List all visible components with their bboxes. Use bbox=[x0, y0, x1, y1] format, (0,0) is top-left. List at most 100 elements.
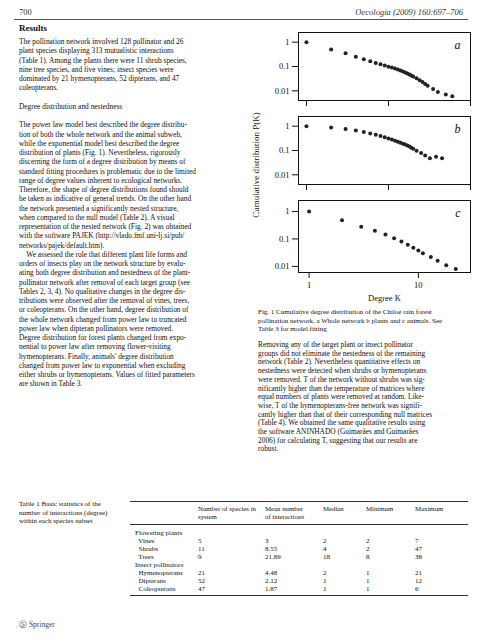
html-text:orders of insects play on the: orders of insects play on the network st… bbox=[19, 259, 186, 268]
html-text:the whole network changed from: the whole network changed from power law… bbox=[19, 314, 187, 324]
html-text:nificantly higher than the tem: nificantly higher than the temperature o… bbox=[258, 383, 425, 393]
html-text:wise, T of the hymenopterans-f: wise, T of the hymenopterans-free networ… bbox=[258, 400, 422, 410]
html-text:21: 21 bbox=[415, 569, 422, 577]
html-text:(Table 1). Among the plants th: (Table 1). Among the plants there were 1… bbox=[19, 55, 187, 65]
html-text:Trees: Trees bbox=[135, 553, 154, 561]
html-text:(Table 4). We obtained the sam: (Table 4). We obtained the same qualitat… bbox=[258, 418, 426, 428]
html-text:38: 38 bbox=[415, 553, 422, 561]
html-text:The pollination network involv: The pollination network involved 128 pol… bbox=[19, 37, 184, 46]
html-text:Degree distribution for forest: Degree distribution for forest plants ch… bbox=[19, 333, 187, 342]
html-text:discerning the form of a degre: discerning the form of a degree distribu… bbox=[19, 157, 186, 167]
html-text:Vines: Vines bbox=[135, 537, 155, 545]
html-text:Removing any of the target pla: Removing any of the target plant or inse… bbox=[258, 340, 413, 349]
html-text:hymenopterans. Finally, animal: hymenopterans. Finally, animals' degree … bbox=[19, 351, 174, 361]
html-text:Maximum: Maximum bbox=[415, 505, 444, 512]
html-text:Degree distribution and nested: Degree distribution and nestedness bbox=[19, 101, 123, 111]
html-text:cantly higher than that of the: cantly higher than that of their corresp… bbox=[258, 409, 432, 419]
html-text:Results: Results bbox=[19, 23, 47, 33]
html-text:standard fitting procedures is: standard fitting procedures is problemat… bbox=[19, 166, 196, 176]
html-text:We assessed the role that diff: We assessed the role that different plan… bbox=[19, 249, 187, 259]
svg-text:Degree K: Degree K bbox=[368, 293, 402, 303]
html-text:Therefore, the shape of degree: Therefore, the shape of degree distribut… bbox=[19, 185, 189, 194]
html-text:representation of the nested n: representation of the nested network (Fi… bbox=[19, 222, 192, 231]
svg-text:1: 1 bbox=[285, 37, 289, 47]
html-text:18: 18 bbox=[323, 553, 330, 561]
html-text:Mean number of interactions: Mean number of interactions bbox=[265, 505, 305, 520]
html-text:Table 1 Basic statistics of th: Table 1 Basic statistics of the number o… bbox=[19, 500, 108, 525]
html-text:while the exponential model be: while the exponential model best describ… bbox=[19, 138, 180, 148]
html-text:either shrubs or hymenopterans: either shrubs or hymenopterans. Values o… bbox=[19, 370, 195, 379]
html-text:with the software PAJEK (http:: with the software PAJEK (http://vlado.fm… bbox=[19, 231, 185, 241]
html-text:coleopterans.: coleopterans. bbox=[19, 83, 59, 93]
html-text:the software ANINHADO (Guimarã: the software ANINHADO (Guimarães and Gui… bbox=[258, 427, 419, 436]
html-text:Hymenopterans: Hymenopterans bbox=[135, 569, 183, 577]
svg-text:10: 10 bbox=[414, 280, 423, 290]
html-text:changed from power law to expo: changed from power law to exponential wh… bbox=[19, 360, 186, 370]
html-text:power law when dipteran pollin: power law when dipteran pollinators were… bbox=[19, 323, 174, 333]
html-text:nine tree species, and five vi: nine tree species, and five vines; insec… bbox=[19, 64, 174, 74]
html-text:11: 11 bbox=[198, 545, 205, 553]
svg-text:b: b bbox=[455, 122, 461, 136]
html-text:distribution of plants (Fig. 1: distribution of plants (Fig. 1). Neverth… bbox=[19, 148, 181, 157]
svg-text:1: 1 bbox=[285, 121, 289, 131]
html-text:5: 5 bbox=[198, 537, 202, 545]
html-text:network (Table 2). Nevertheles: network (Table 2). Nevertheless quantita… bbox=[258, 357, 421, 367]
html-text:Median: Median bbox=[323, 505, 344, 512]
html-text:52: 52 bbox=[198, 577, 205, 585]
html-text:21: 21 bbox=[198, 569, 205, 577]
html-text:networks/pajek/default.htm).: networks/pajek/default.htm). bbox=[19, 240, 105, 250]
html-text:Dipterans: Dipterans bbox=[135, 577, 166, 585]
html-text:Shrubs: Shrubs bbox=[135, 545, 158, 553]
html-text:Cumulative distribution P(K): Cumulative distribution P(K) bbox=[251, 112, 261, 218]
html-text:4.48: 4.48 bbox=[265, 569, 278, 577]
html-text:nential to power law after rem: nential to power law after removing flow… bbox=[19, 342, 171, 352]
html-text:Minimum: Minimum bbox=[366, 505, 394, 512]
html-text:Tables 2, 3, 4). No qualitativ: Tables 2, 3, 4). No qualitative changes … bbox=[19, 286, 186, 296]
html-text:the network presented a signif: the network presented a significantly ne… bbox=[19, 203, 179, 213]
svg-text:0.01: 0.01 bbox=[275, 261, 290, 271]
html-text:21.89: 21.89 bbox=[265, 553, 281, 561]
html-text:tion of both the whole network: tion of both the whole network and the a… bbox=[19, 129, 182, 139]
html-text:Number of species in system: Number of species in system bbox=[198, 505, 256, 520]
html-text:pollinator network after remov: pollinator network after removal of each… bbox=[19, 277, 190, 287]
html-text:1.87: 1.87 bbox=[265, 585, 278, 593]
html-text:be taken as indicative of gene: be taken as indicative of general trends… bbox=[19, 194, 192, 204]
html-text:Oecologia (2009) 160:697–706: Oecologia (2009) 160:697–706 bbox=[355, 7, 463, 17]
html-text:are shown in Table 3.: are shown in Table 3. bbox=[19, 379, 83, 389]
svg-text:0.01: 0.01 bbox=[275, 86, 290, 96]
html-text:Flowering plants: Flowering plants bbox=[135, 529, 183, 537]
svg-text:1: 1 bbox=[285, 206, 289, 216]
html-text:2006) for calculating T, sugge: 2006) for calculating T, suggesting that… bbox=[258, 435, 418, 445]
svg-text:a: a bbox=[455, 38, 461, 52]
html-text:ating both degree distribution: ating both degree distribution and neste… bbox=[19, 268, 191, 278]
html-text:robust.: robust. bbox=[258, 444, 279, 454]
svg-text:1: 1 bbox=[307, 280, 311, 290]
svg-text:c: c bbox=[455, 206, 461, 220]
html-text:range of degree values inheren: range of degree values inherent to ecolo… bbox=[19, 175, 183, 185]
html-text:plant species displaying 313 m: plant species displaying 313 mutualistic… bbox=[19, 46, 174, 56]
html-text:2.12: 2.12 bbox=[265, 577, 278, 585]
html-text:Fig. 1 Cumulative degree distr: Fig. 1 Cumulative degree distribution of… bbox=[258, 308, 443, 333]
html-text:Insect pollinators: Insect pollinators bbox=[135, 561, 184, 569]
svg-text:0.1: 0.1 bbox=[279, 61, 290, 71]
html-text:Coleopterans: Coleopterans bbox=[135, 585, 176, 593]
svg-text:0.1: 0.1 bbox=[279, 234, 290, 244]
html-text:3: 3 bbox=[265, 537, 269, 545]
html-text:equal numbers of plants were r: equal numbers of plants were removed at … bbox=[258, 392, 424, 402]
html-text:were removed. T of the network: were removed. T of the network without s… bbox=[258, 374, 425, 384]
html-text:8.55: 8.55 bbox=[265, 545, 278, 553]
html-text:groups did not eliminate the n: groups did not eliminate the nestedness … bbox=[258, 348, 426, 358]
html-text:or coleopterans. On the other: or coleopterans. On the other hand, degr… bbox=[19, 305, 189, 315]
html-text:47: 47 bbox=[415, 545, 422, 553]
svg-text:0.1: 0.1 bbox=[279, 145, 290, 155]
html-text:Ⓢ Springer: Ⓢ Springer bbox=[19, 620, 55, 629]
html-text:47: 47 bbox=[198, 585, 205, 593]
html-text:when compared to the null mode: when compared to the null model (Table 2… bbox=[19, 212, 175, 222]
html-text:12: 12 bbox=[415, 577, 422, 585]
html-text:nestedness were detected when: nestedness were detected when shrubs or … bbox=[258, 366, 427, 376]
html-text:The power law model best descr: The power law model best described the d… bbox=[19, 120, 187, 130]
svg-text:0.01: 0.01 bbox=[275, 170, 290, 180]
html-text:dominated by 21 hymenopterans,: dominated by 21 hymenopterans, 52 dipter… bbox=[19, 74, 180, 83]
html-text:tributions were observed after: tributions were observed after the remov… bbox=[19, 296, 190, 305]
html-text:700: 700 bbox=[19, 7, 32, 17]
